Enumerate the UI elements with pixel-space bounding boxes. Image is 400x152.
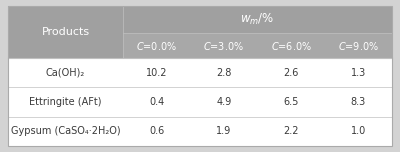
Text: Gypsum (CaSO₄·2H₂O): Gypsum (CaSO₄·2H₂O) (11, 126, 120, 136)
Text: 2.8: 2.8 (216, 67, 232, 78)
Text: $\mathit{C}$=3.0%: $\mathit{C}$=3.0% (204, 40, 244, 52)
Text: 2.2: 2.2 (284, 126, 299, 136)
Text: 8.3: 8.3 (351, 97, 366, 107)
Bar (8, 87, 392, 117)
Bar (325, 33, 392, 58)
Bar (8, 6, 123, 58)
Text: $\mathit{C}$=6.0%: $\mathit{C}$=6.0% (271, 40, 312, 52)
Bar (8, 58, 392, 87)
Bar (8, 117, 392, 146)
Bar (123, 6, 392, 33)
Text: 10.2: 10.2 (146, 67, 168, 78)
Text: 0.4: 0.4 (149, 97, 164, 107)
Text: 0.6: 0.6 (149, 126, 164, 136)
Bar (190, 33, 258, 58)
Bar (258, 33, 325, 58)
Text: 1.3: 1.3 (351, 67, 366, 78)
Text: $\mathit{w}_m$/%: $\mathit{w}_m$/% (240, 12, 275, 27)
Text: 4.9: 4.9 (216, 97, 232, 107)
Text: Ca(OH)₂: Ca(OH)₂ (46, 67, 85, 78)
Text: $\mathit{C}$=0.0%: $\mathit{C}$=0.0% (136, 40, 177, 52)
Text: 1.9: 1.9 (216, 126, 232, 136)
Text: 2.6: 2.6 (284, 67, 299, 78)
Text: 6.5: 6.5 (284, 97, 299, 107)
Text: $\mathit{C}$=9.0%: $\mathit{C}$=9.0% (338, 40, 379, 52)
Text: 1.0: 1.0 (351, 126, 366, 136)
Text: Products: Products (42, 27, 90, 37)
Bar (123, 33, 190, 58)
Text: Ettringite (AFt): Ettringite (AFt) (29, 97, 102, 107)
